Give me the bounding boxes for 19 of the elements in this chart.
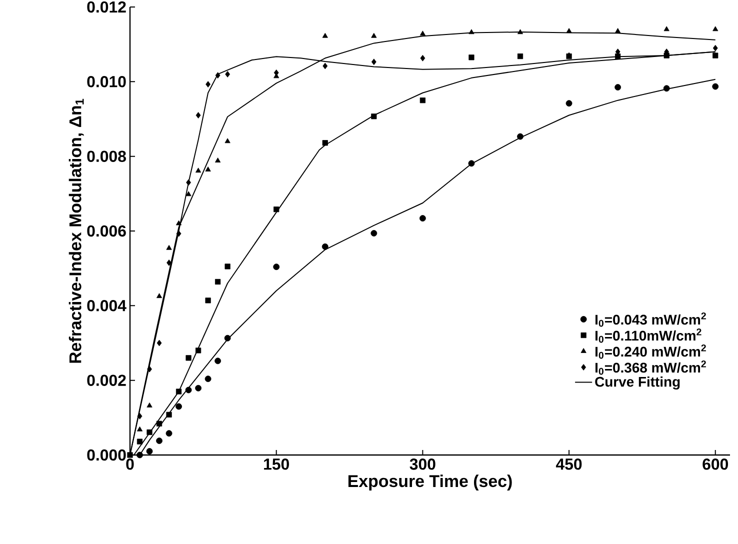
legend-label: I$_{0}$=0.110mW/cm$^{2}$ bbox=[596, 328, 702, 343]
x-tick-label: 0 bbox=[126, 458, 134, 470]
legend-label: I$_{0}$=0.240 mW/cm$^{2}$ bbox=[596, 344, 706, 359]
y-tick-label: 0.002 bbox=[87, 374, 126, 386]
x-tick-label: 300 bbox=[410, 458, 436, 470]
y-tick-label: 0.008 bbox=[87, 150, 126, 162]
legend-label: I$_{0}$=0.368 mW/cm$^{2}$ bbox=[596, 360, 706, 375]
y-tick-label: 0.006 bbox=[87, 225, 126, 237]
legend-label: I$_{0}$=0.043 mW/cm$^{2}$ bbox=[596, 312, 706, 327]
x-tick-label: 150 bbox=[264, 458, 289, 470]
y-axis-title: Refractive-Index Modulation, Δn$_{1}$ bbox=[68, 98, 84, 363]
y-tick-label: 0.012 bbox=[87, 1, 126, 13]
x-tick-label: 600 bbox=[702, 458, 728, 470]
y-tick-label: 0.010 bbox=[87, 76, 126, 88]
y-tick-label: 0.000 bbox=[87, 449, 126, 461]
x-axis-title: Exposure Time (sec) bbox=[348, 474, 512, 490]
y-tick-label: 0.004 bbox=[87, 300, 126, 312]
legend-label: Curve Fitting bbox=[595, 376, 680, 390]
x-tick-label: 450 bbox=[556, 458, 582, 470]
